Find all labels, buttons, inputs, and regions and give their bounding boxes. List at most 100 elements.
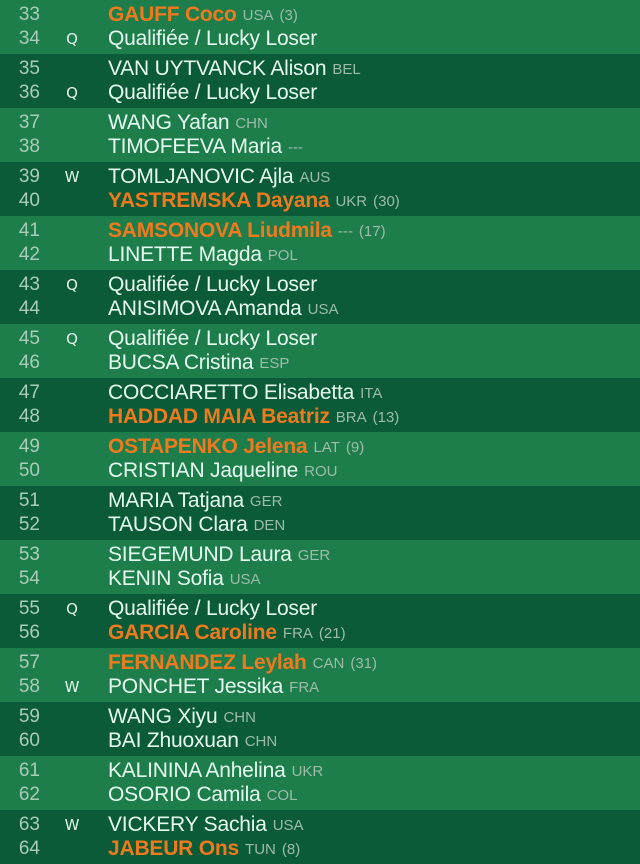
match-block: 39 W TOMLJANOVIC Ajla AUS 40 YASTREMSKA Dayan… xyxy=(0,162,640,216)
draw-entry[interactable]: 43 Q Qualifiée / Lucky Loser xyxy=(0,273,640,297)
draw-position: 35 xyxy=(18,58,40,79)
draw-entry[interactable]: 37 WANG Yafan CHN xyxy=(0,111,640,135)
player-seed: (17) xyxy=(358,222,386,240)
draw-entry[interactable]: 59 WANG Xiyu CHN xyxy=(0,705,640,729)
player-name[interactable]: KALININA Anhelina xyxy=(108,759,286,782)
draw-position: 38 xyxy=(18,136,40,157)
player-name[interactable]: TIMOFEEVA Maria xyxy=(108,135,282,158)
draw-entry[interactable]: 41 SAMSONOVA Liudmila --- (17) xyxy=(0,219,640,243)
player-name[interactable]: BUCSA Cristina xyxy=(108,351,254,374)
draw-entry[interactable]: 36 Q Qualifiée / Lucky Loser xyxy=(0,81,640,105)
draw-entry[interactable]: 60 BAI Zhuoxuan CHN xyxy=(0,729,640,753)
player-name[interactable]: OSORIO Camila xyxy=(108,783,261,806)
draw-entry[interactable]: 42 LINETTE Magda POL xyxy=(0,243,640,267)
draw-entry[interactable]: 35 VAN UYTVANCK Alison BEL xyxy=(0,57,640,81)
draw-position: 34 xyxy=(18,28,40,49)
draw-entry[interactable]: 58 W PONCHET Jessika FRA xyxy=(0,675,640,699)
player-name[interactable]: Qualifiée / Lucky Loser xyxy=(108,327,318,350)
player-name[interactable]: BAI Zhuoxuan xyxy=(108,729,239,752)
player-name[interactable]: TOMLJANOVIC Ajla xyxy=(108,165,294,188)
player-country: AUS xyxy=(299,168,331,186)
player-country: USA xyxy=(242,6,274,24)
entry-status: W xyxy=(64,168,80,186)
draw-entry[interactable]: 40 YASTREMSKA Dayana UKR (30) xyxy=(0,189,640,213)
player-name[interactable]: WANG Yafan xyxy=(108,111,230,134)
player-name[interactable]: FERNANDEZ Leylah xyxy=(108,651,307,674)
draw-entry[interactable]: 52 TAUSON Clara DEN xyxy=(0,513,640,537)
player-name[interactable]: VICKERY Sachia xyxy=(108,813,267,836)
player-name[interactable]: Qualifiée / Lucky Loser xyxy=(108,597,318,620)
player-name[interactable]: Qualifiée / Lucky Loser xyxy=(108,273,318,296)
player-seed: (30) xyxy=(373,192,400,210)
player-name[interactable]: LINETTE Magda xyxy=(108,243,262,266)
draw-entry[interactable]: 54 KENIN Sofia USA xyxy=(0,567,640,591)
draw-position: 33 xyxy=(18,4,40,25)
player-seed: (13) xyxy=(372,408,400,426)
entry-status: W xyxy=(64,816,80,834)
draw-entry[interactable]: 61 KALININA Anhelina UKR xyxy=(0,759,640,783)
player-name[interactable]: PONCHET Jessika xyxy=(108,675,284,698)
match-block: 37 WANG Yafan CHN 38 TIMOFEEVA Maria --- xyxy=(0,108,640,162)
draw-entry[interactable]: 51 MARIA Tatjana GER xyxy=(0,489,640,513)
draw-entry[interactable]: 44 ANISIMOVA Amanda USA xyxy=(0,297,640,321)
player-name[interactable]: SAMSONOVA Liudmila xyxy=(108,219,332,242)
draw-entry[interactable]: 47 COCCIARETTO Elisabetta ITA xyxy=(0,381,640,405)
player-name[interactable]: HADDAD MAIA Beatriz xyxy=(108,405,330,428)
player-country: BEL xyxy=(332,60,361,78)
draw-position: 43 xyxy=(18,274,40,295)
player-country: BRA xyxy=(335,408,367,426)
draw-entry[interactable]: 63 W VICKERY Sachia USA xyxy=(0,813,640,837)
draw-entry[interactable]: 33 GAUFF Coco USA (3) xyxy=(0,3,640,27)
match-block: 57 FERNANDEZ Leylah CAN (31) 58 W PONCHET Jess… xyxy=(0,648,640,702)
draw-entry[interactable]: 48 HADDAD MAIA Beatriz BRA (13) xyxy=(0,405,640,429)
player-name[interactable]: CRISTIAN Jaqueline xyxy=(108,459,299,482)
draw-entry[interactable]: 46 BUCSA Cristina ESP xyxy=(0,351,640,375)
player-name[interactable]: GARCIA Caroline xyxy=(108,621,277,644)
draw-position: 51 xyxy=(18,490,40,511)
match-block: 33 GAUFF Coco USA (3) 34 Q Qualifiée / Lucky L… xyxy=(0,0,640,54)
draw-entry[interactable]: 57 FERNANDEZ Leylah CAN (31) xyxy=(0,651,640,675)
draw-position: 46 xyxy=(18,352,40,373)
player-seed: (31) xyxy=(350,654,378,672)
player-name[interactable]: KENIN Sofia xyxy=(108,567,224,590)
player-name[interactable]: VAN UYTVANCK Alison xyxy=(108,57,327,80)
draw-entry[interactable]: 64 JABEUR Ons TUN (8) xyxy=(0,837,640,861)
match-block: 59 WANG Xiyu CHN 60 BAI Zhuoxuan CHN xyxy=(0,702,640,756)
player-name[interactable]: OSTAPENKO Jelena xyxy=(108,435,308,458)
player-name[interactable]: TAUSON Clara xyxy=(108,513,248,536)
player-seed: (9) xyxy=(345,438,365,456)
player-name[interactable]: YASTREMSKA Dayana xyxy=(108,189,330,212)
player-name[interactable]: MARIA Tatjana xyxy=(108,489,244,512)
draw-position: 45 xyxy=(18,328,40,349)
player-name[interactable]: SIEGEMUND Laura xyxy=(108,543,292,566)
draw-entry[interactable]: 53 SIEGEMUND Laura GER xyxy=(0,543,640,567)
draw-entry[interactable]: 56 GARCIA Caroline FRA (21) xyxy=(0,621,640,645)
draw-entry[interactable]: 39 W TOMLJANOVIC Ajla AUS xyxy=(0,165,640,189)
player-name[interactable]: COCCIARETTO Elisabetta xyxy=(108,381,355,404)
draw-entry[interactable]: 49 OSTAPENKO Jelena LAT (9) xyxy=(0,435,640,459)
draw-position: 36 xyxy=(18,82,40,103)
draw-entry[interactable]: 55 Q Qualifiée / Lucky Loser xyxy=(0,597,640,621)
player-name[interactable]: Qualifiée / Lucky Loser xyxy=(108,81,318,104)
match-block: 55 Q Qualifiée / Lucky Loser 56 GARCIA Carol… xyxy=(0,594,640,648)
entry-status: Q xyxy=(66,276,78,294)
draw-entry[interactable]: 62 OSORIO Camila COL xyxy=(0,783,640,807)
draw-position: 44 xyxy=(18,298,40,319)
player-name[interactable]: JABEUR Ons xyxy=(108,837,240,860)
match-block: 53 SIEGEMUND Laura GER 54 KENIN Sofia USA xyxy=(0,540,640,594)
draw-position: 56 xyxy=(18,622,40,643)
draw-entry[interactable]: 45 Q Qualifiée / Lucky Loser xyxy=(0,327,640,351)
player-name[interactable]: Qualifiée / Lucky Loser xyxy=(108,27,318,50)
player-name[interactable]: ANISIMOVA Amanda xyxy=(108,297,302,320)
player-country: USA xyxy=(272,816,304,834)
player-name[interactable]: WANG Xiyu xyxy=(108,705,218,728)
player-name[interactable]: GAUFF Coco xyxy=(108,3,237,26)
player-country: USA xyxy=(229,570,261,588)
draw-position: 47 xyxy=(18,382,40,403)
draw-entry[interactable]: 50 CRISTIAN Jaqueline ROU xyxy=(0,459,640,483)
draw-entry[interactable]: 34 Q Qualifiée / Lucky Loser xyxy=(0,27,640,51)
draw-entry[interactable]: 38 TIMOFEEVA Maria --- xyxy=(0,135,640,159)
player-seed: (21) xyxy=(318,624,346,642)
player-country: UKR xyxy=(291,762,324,780)
player-country: COL xyxy=(266,786,298,804)
